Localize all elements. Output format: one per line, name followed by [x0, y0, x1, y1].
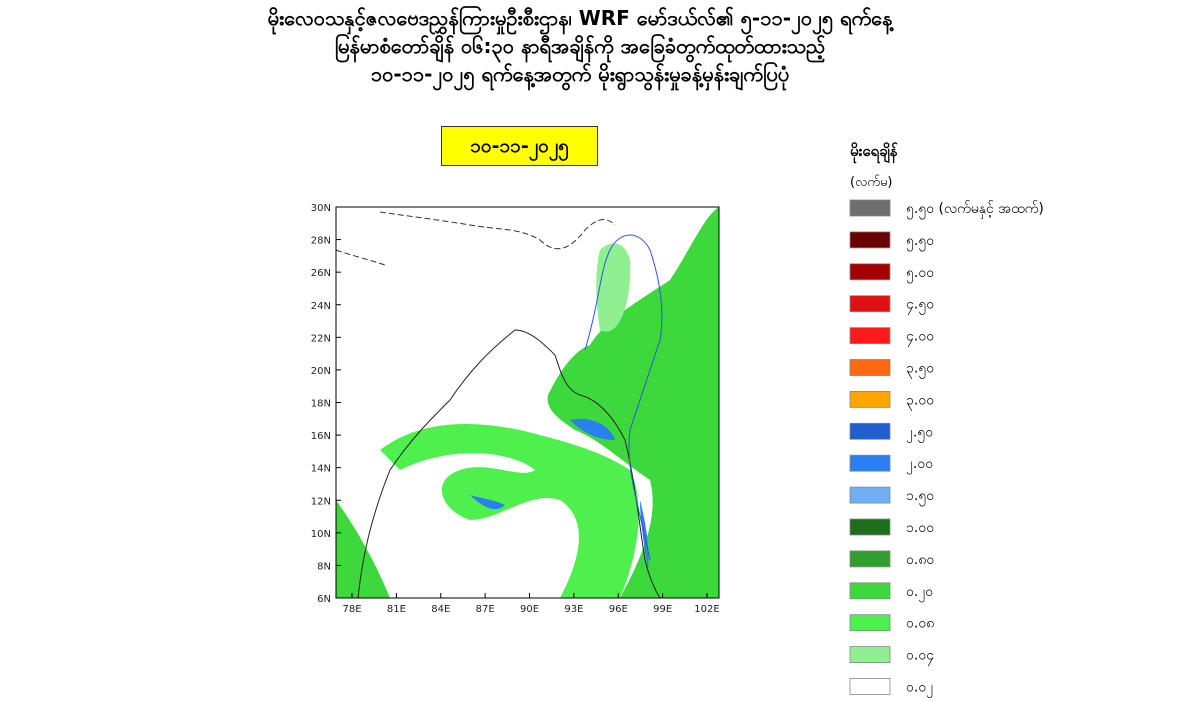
- legend-label: ၀.၀၂: [906, 680, 933, 698]
- legend-swatch: [849, 486, 891, 504]
- lat-label: 26N: [311, 268, 331, 279]
- legend-unit: (လက်မ): [850, 174, 892, 190]
- legend-swatch: [849, 231, 891, 249]
- legend-label: ၅.၅၀: [906, 233, 934, 251]
- lat-label: 30N: [311, 203, 331, 214]
- rain-area: [570, 418, 615, 440]
- lat-label: 18N: [311, 399, 331, 410]
- lat-label: 28N: [311, 236, 331, 247]
- rain-area: [547, 207, 719, 598]
- legend-label: ၅.၅၀ (လက်မနှင့် အထက်): [906, 201, 1044, 219]
- date-box: ၁၀-၁၁-၂၀၂၅: [441, 126, 598, 166]
- legend-label: ၃.၀၀: [906, 392, 934, 410]
- legend-swatch: [849, 422, 891, 440]
- title-line: မိုးလေဝသနှင့်ဇလဗေဒညွှန်ကြားမှုဦးစီးဌာန၊ …: [267, 6, 893, 30]
- legend-label: ၁.၀၀: [906, 520, 934, 536]
- legend-swatch: [849, 295, 891, 313]
- rain-area: [470, 495, 505, 510]
- legend-label: ၄.၅၀: [906, 297, 934, 315]
- legend: မိုးရေချိန် (လက်မ) ၅.၅၀ (လက်မနှင့် အထက်)…: [849, 141, 1044, 698]
- legend-label: ၁.၅၀: [906, 488, 934, 506]
- rain-area: [380, 424, 639, 598]
- legend-swatch: [849, 550, 891, 568]
- legend-swatch: [849, 263, 891, 281]
- myanmar-border: [584, 234, 663, 561]
- legend-label: ၀.၀၄: [906, 648, 934, 666]
- lat-label: 20N: [311, 366, 331, 377]
- lat-label: 14N: [311, 464, 331, 475]
- lon-label: 84E: [431, 604, 450, 615]
- lat-label: 12N: [311, 496, 331, 507]
- legend-label: ၃.၅၀: [906, 361, 934, 379]
- lon-label: 93E: [564, 604, 583, 615]
- legend-label: ၀.၀၈: [906, 616, 934, 632]
- legend-swatch: [849, 199, 891, 217]
- legend-swatch: [849, 359, 891, 376]
- lon-label: 81E: [387, 604, 406, 615]
- legend-label: ၂.၅၀: [906, 424, 933, 442]
- lat-label: 22N: [311, 333, 331, 344]
- lon-label: 90E: [520, 604, 539, 615]
- lon-label: 87E: [476, 604, 495, 615]
- lon-label: 96E: [609, 604, 628, 615]
- coastline: [357, 329, 661, 599]
- legend-swatch: [849, 390, 891, 408]
- border: [335, 211, 616, 266]
- lat-label: 8N: [317, 561, 331, 572]
- legend-swatch: [849, 518, 891, 536]
- legend-swatch: [849, 454, 891, 472]
- lon-label: 78E: [342, 604, 361, 615]
- legend-label: ၄.၀၀: [906, 329, 934, 347]
- lon-label: 99E: [653, 604, 672, 615]
- legend-swatch: [849, 582, 891, 600]
- title: မိုးလေဝသနှင့်ဇလဗေဒညွှန်ကြားမှုဦးစီးဌာန၊ …: [0, 4, 1160, 88]
- lon-label: 102E: [694, 604, 719, 615]
- lat-label: 16N: [311, 431, 331, 442]
- lat-label: 24N: [311, 301, 331, 312]
- title-line: မြန်မာစံတော်ချိန် ၀၆:၃၀ နာရီအချိန်ကို အခ…: [334, 34, 826, 58]
- rain-map: [335, 206, 720, 599]
- legend-swatch: [849, 614, 891, 632]
- legend-label: ၅.၀၀: [906, 265, 934, 283]
- legend-label: ၀.၂၀: [906, 584, 933, 602]
- legend-label: ၂.၀၀: [906, 456, 933, 474]
- lat-label: 10N: [311, 529, 331, 540]
- map-ticks: 30N 28N 26N 24N 22N 20N 18N 16N 14N 12N 10N 8N 6N 78E…: [311, 203, 720, 615]
- rain-area: [336, 500, 390, 598]
- legend-swatch: [849, 678, 891, 695]
- legend-swatch: [849, 327, 891, 345]
- legend-label: ၀.၈၀: [906, 552, 934, 568]
- title-line: ၁၀-၁၁-၂၀၂၅ ရက်နေ့အတွက် မိုးရွာသွန်းမှုခန…: [370, 62, 790, 86]
- lat-label: 6N: [317, 594, 331, 605]
- legend-title: မိုးရေချိန်: [850, 141, 898, 164]
- legend-swatch: [849, 646, 891, 663]
